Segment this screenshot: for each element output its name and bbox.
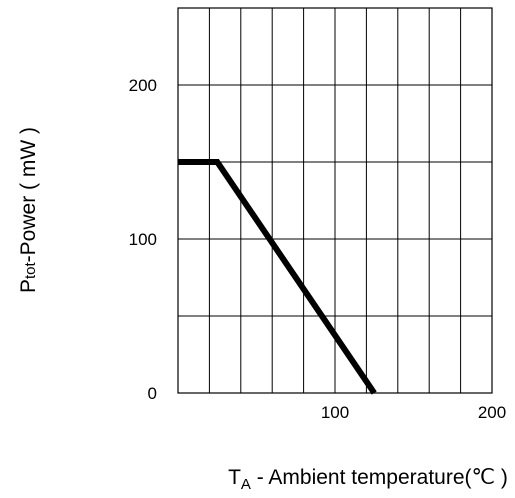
y-tick-label: 100	[129, 230, 157, 249]
x-tick-label: 200	[478, 403, 506, 422]
y-axis-title-subscript: tot	[22, 261, 39, 279]
y-axis-title-rest: -Power ( mW )	[17, 127, 40, 262]
x-axis-title-rest: - Ambient temperature(℃ )	[251, 466, 508, 489]
series-layer	[178, 159, 377, 395]
chart-grid	[178, 8, 492, 393]
power-derating-line	[178, 159, 377, 395]
x-axis-title-main: T	[228, 466, 241, 489]
y-tick-label: 0	[148, 384, 157, 403]
x-tick-label: 100	[321, 403, 349, 422]
plot-frame	[177, 7, 493, 394]
tick-labels: 0 100 200 100 200	[129, 76, 507, 422]
y-tick-label: 200	[129, 76, 157, 95]
y-axis-title: Ptot-Power ( mW )	[17, 127, 40, 293]
x-axis-title-subscript: A	[241, 476, 251, 493]
x-axis-title: TA - Ambient temperature(℃ )	[228, 466, 508, 493]
y-axis-title-main: P	[17, 279, 40, 293]
